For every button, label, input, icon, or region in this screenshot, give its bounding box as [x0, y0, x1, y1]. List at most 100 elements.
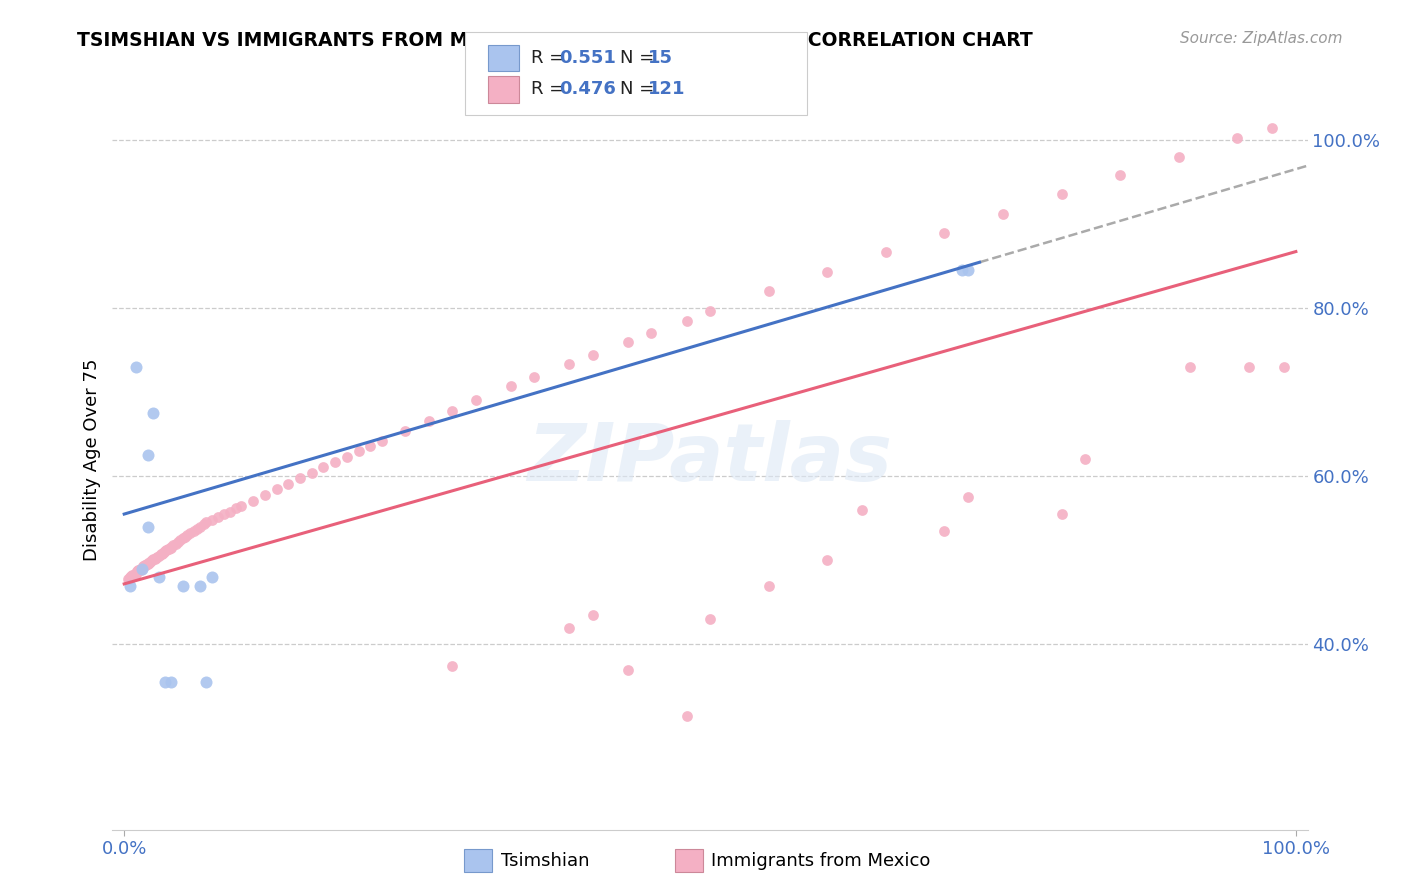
Point — [617, 663, 640, 677]
Point — [1226, 131, 1249, 145]
Point — [138, 556, 160, 570]
Point — [160, 675, 183, 690]
Point — [201, 513, 224, 527]
Text: N =: N = — [620, 49, 659, 67]
Point — [131, 562, 153, 576]
Point — [188, 519, 212, 533]
Point — [359, 439, 381, 453]
Point — [124, 567, 146, 582]
Point — [253, 488, 276, 502]
Text: 15: 15 — [648, 49, 673, 67]
Point — [186, 522, 208, 536]
Point — [127, 565, 149, 579]
Point — [1237, 359, 1260, 374]
Point — [120, 569, 142, 583]
Point — [195, 516, 218, 530]
Point — [136, 557, 159, 571]
Point — [699, 304, 721, 318]
Text: 0.551: 0.551 — [560, 49, 616, 67]
Point — [312, 459, 335, 474]
Point — [815, 265, 838, 279]
Text: R =: R = — [531, 49, 571, 67]
Point — [157, 541, 180, 556]
Point — [934, 226, 956, 240]
Point — [172, 578, 194, 592]
Point — [188, 578, 212, 592]
Point — [218, 504, 240, 518]
Point — [582, 607, 605, 622]
Point — [117, 572, 139, 586]
Point — [183, 524, 205, 538]
Point — [121, 568, 143, 582]
Point — [1050, 187, 1073, 202]
Point — [136, 519, 159, 533]
Point — [142, 406, 165, 420]
Point — [266, 482, 288, 496]
Point — [1180, 359, 1202, 374]
Text: ZIPatlas: ZIPatlas — [527, 420, 893, 499]
Point — [176, 528, 198, 542]
Point — [582, 348, 605, 362]
Point — [122, 567, 145, 582]
Point — [120, 578, 141, 592]
Point — [125, 566, 148, 581]
Point — [148, 570, 170, 584]
Point — [169, 533, 191, 548]
Point — [301, 466, 323, 480]
Point — [851, 503, 873, 517]
Point — [242, 493, 264, 508]
Point — [441, 403, 464, 417]
Point — [127, 564, 149, 578]
Text: TSIMSHIAN VS IMMIGRANTS FROM MEXICO DISABILITY AGE OVER 75 CORRELATION CHART: TSIMSHIAN VS IMMIGRANTS FROM MEXICO DISA… — [77, 31, 1033, 50]
Point — [146, 549, 169, 564]
Point — [640, 326, 662, 341]
Point — [128, 563, 150, 577]
Point — [394, 424, 416, 438]
Point — [956, 490, 979, 504]
Point — [347, 444, 370, 458]
Point — [127, 564, 149, 578]
Point — [950, 263, 973, 277]
Point — [129, 562, 152, 576]
Y-axis label: Disability Age Over 75: Disability Age Over 75 — [83, 358, 101, 561]
Point — [136, 448, 159, 462]
Point — [141, 553, 163, 567]
Point — [1109, 168, 1132, 182]
Point — [128, 564, 150, 578]
Point — [172, 532, 194, 546]
Point — [179, 526, 201, 541]
Point — [441, 658, 464, 673]
Text: N =: N = — [620, 80, 659, 98]
Point — [132, 560, 155, 574]
Point — [155, 675, 177, 690]
Point — [934, 524, 956, 538]
Point — [212, 507, 235, 521]
Point — [152, 546, 174, 560]
Point — [174, 530, 197, 544]
Point — [558, 621, 581, 635]
Point — [160, 541, 183, 555]
Text: Source: ZipAtlas.com: Source: ZipAtlas.com — [1180, 31, 1343, 46]
Point — [148, 549, 170, 563]
Point — [120, 570, 141, 584]
Point — [134, 558, 156, 572]
Text: Tsimshian: Tsimshian — [501, 852, 589, 870]
Point — [120, 571, 141, 585]
Point — [523, 370, 546, 384]
Point — [153, 545, 176, 559]
Point — [875, 245, 897, 260]
Point — [131, 562, 153, 576]
Point — [675, 709, 697, 723]
Point — [125, 566, 148, 580]
Point — [418, 414, 440, 428]
Point — [121, 569, 143, 583]
Point — [956, 263, 979, 277]
Point — [149, 548, 172, 562]
Point — [124, 566, 146, 581]
Point — [371, 434, 394, 448]
Point — [699, 612, 721, 626]
Point — [125, 566, 148, 580]
Text: Immigrants from Mexico: Immigrants from Mexico — [711, 852, 931, 870]
Point — [758, 284, 780, 298]
Point — [193, 517, 215, 532]
